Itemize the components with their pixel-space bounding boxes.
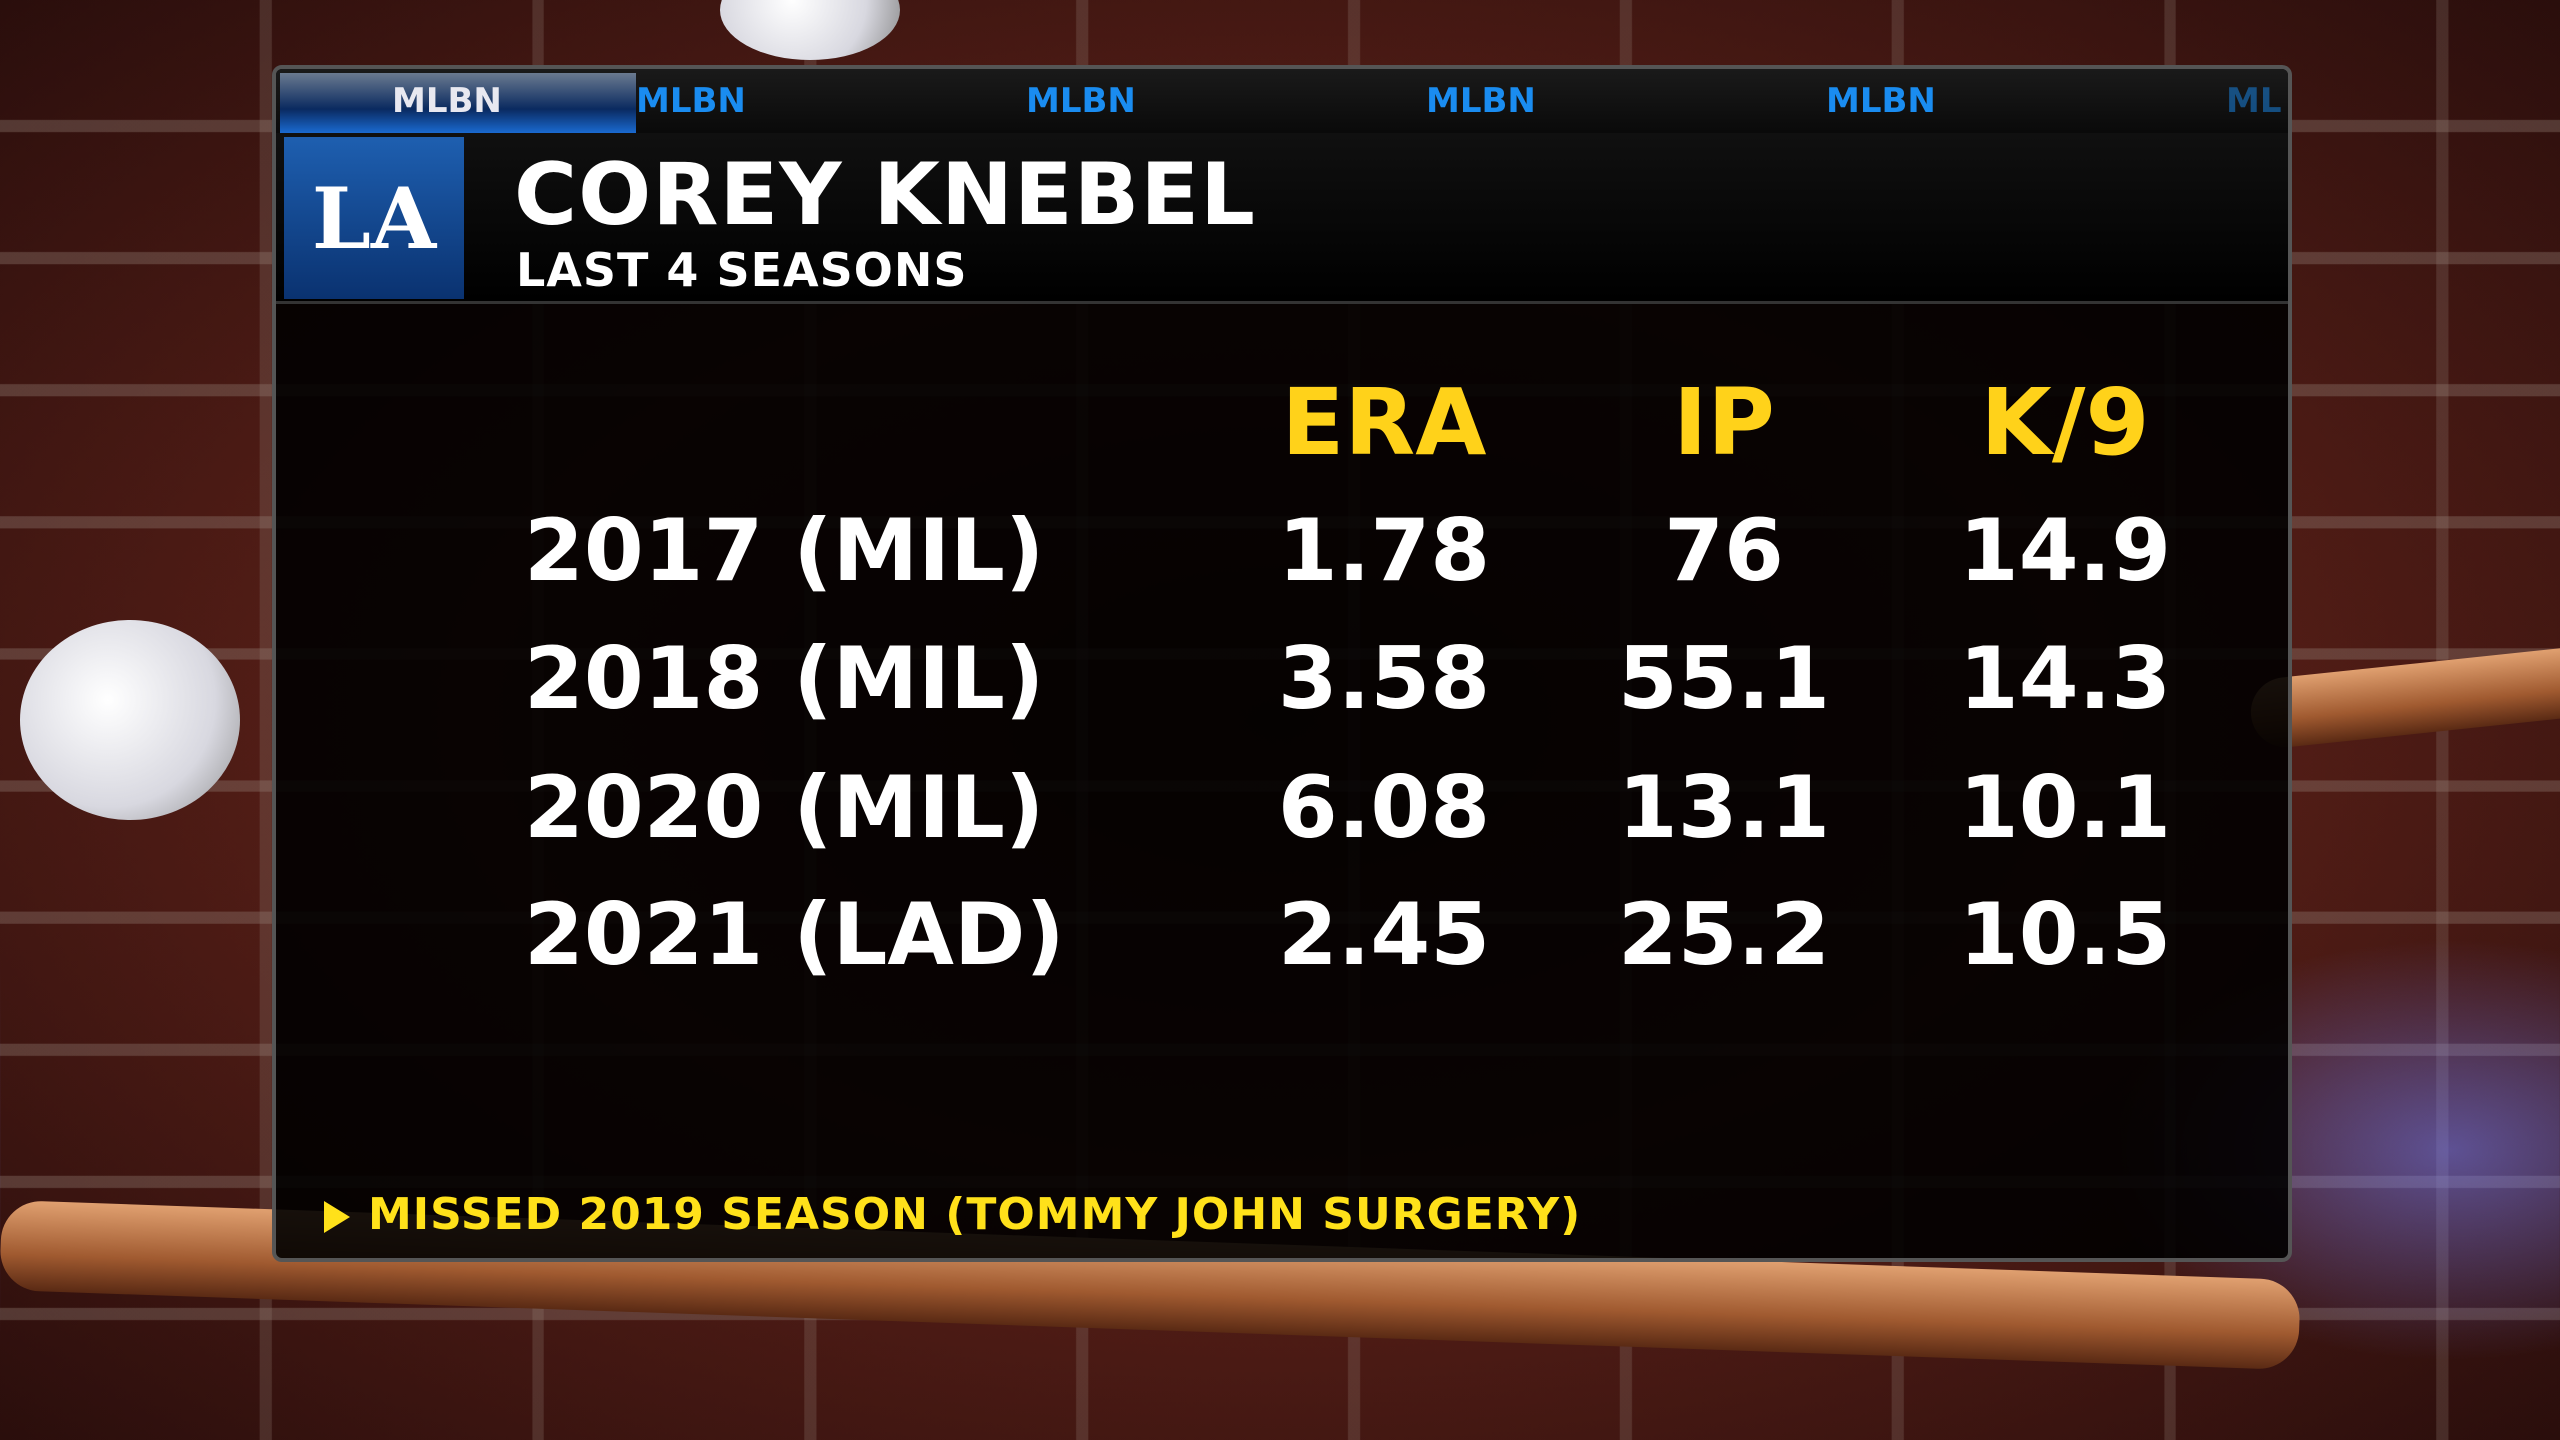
era-value: 2.45 bbox=[1277, 885, 1491, 985]
ip-value: 25.2 bbox=[1617, 885, 1831, 985]
network-label: MLBN bbox=[392, 81, 502, 121]
subtitle: LAST 4 SEASONS bbox=[516, 243, 968, 297]
stats-panel: MLBN MLBN MLBN MLBN MLBN ML LA COREY KNE… bbox=[272, 65, 2292, 1262]
baseball-decoration bbox=[20, 620, 240, 820]
season-label: 2018 (MIL) bbox=[524, 629, 1045, 729]
footnote: MISSED 2019 SEASON (TOMMY JOHN SURGERY) bbox=[324, 1189, 1581, 1240]
network-label: MLBN bbox=[1426, 81, 1536, 121]
network-strip: MLBN MLBN MLBN MLBN MLBN ML bbox=[276, 69, 2288, 136]
k9-value: 10.1 bbox=[1958, 758, 2172, 858]
season-label: 2020 (MIL) bbox=[524, 758, 1045, 858]
ip-value: 55.1 bbox=[1617, 629, 1831, 729]
network-label: MLBN bbox=[1826, 81, 1936, 121]
k9-value: 14.9 bbox=[1958, 501, 2172, 601]
network-label: MLBN bbox=[1026, 81, 1136, 121]
network-label: ML bbox=[2226, 81, 2282, 121]
baseball-decoration bbox=[720, 0, 900, 60]
k9-value: 14.3 bbox=[1958, 629, 2172, 729]
team-logo: LA bbox=[284, 137, 464, 299]
play-triangle-icon bbox=[324, 1201, 350, 1233]
era-value: 6.08 bbox=[1277, 758, 1491, 858]
ip-value: 76 bbox=[1664, 501, 1784, 601]
player-name: COREY KNEBEL bbox=[514, 145, 1256, 245]
season-label: 2017 (MIL) bbox=[524, 501, 1045, 601]
column-header-k9: K/9 bbox=[1980, 369, 2150, 476]
bat-decoration bbox=[2247, 639, 2560, 751]
season-label: 2021 (LAD) bbox=[524, 885, 1065, 985]
era-value: 1.78 bbox=[1277, 501, 1491, 601]
column-header-ip: IP bbox=[1673, 369, 1775, 476]
title-band: LA COREY KNEBEL LAST 4 SEASONS bbox=[276, 133, 2288, 304]
team-logo-text: LA bbox=[311, 168, 437, 268]
network-label: MLBN bbox=[636, 81, 746, 121]
k9-value: 10.5 bbox=[1958, 885, 2172, 985]
column-header-era: ERA bbox=[1281, 369, 1487, 476]
footnote-text: MISSED 2019 SEASON (TOMMY JOHN SURGERY) bbox=[368, 1189, 1582, 1240]
era-value: 3.58 bbox=[1277, 629, 1491, 729]
network-tab-active: MLBN bbox=[280, 73, 636, 136]
ip-value: 13.1 bbox=[1617, 758, 1831, 858]
